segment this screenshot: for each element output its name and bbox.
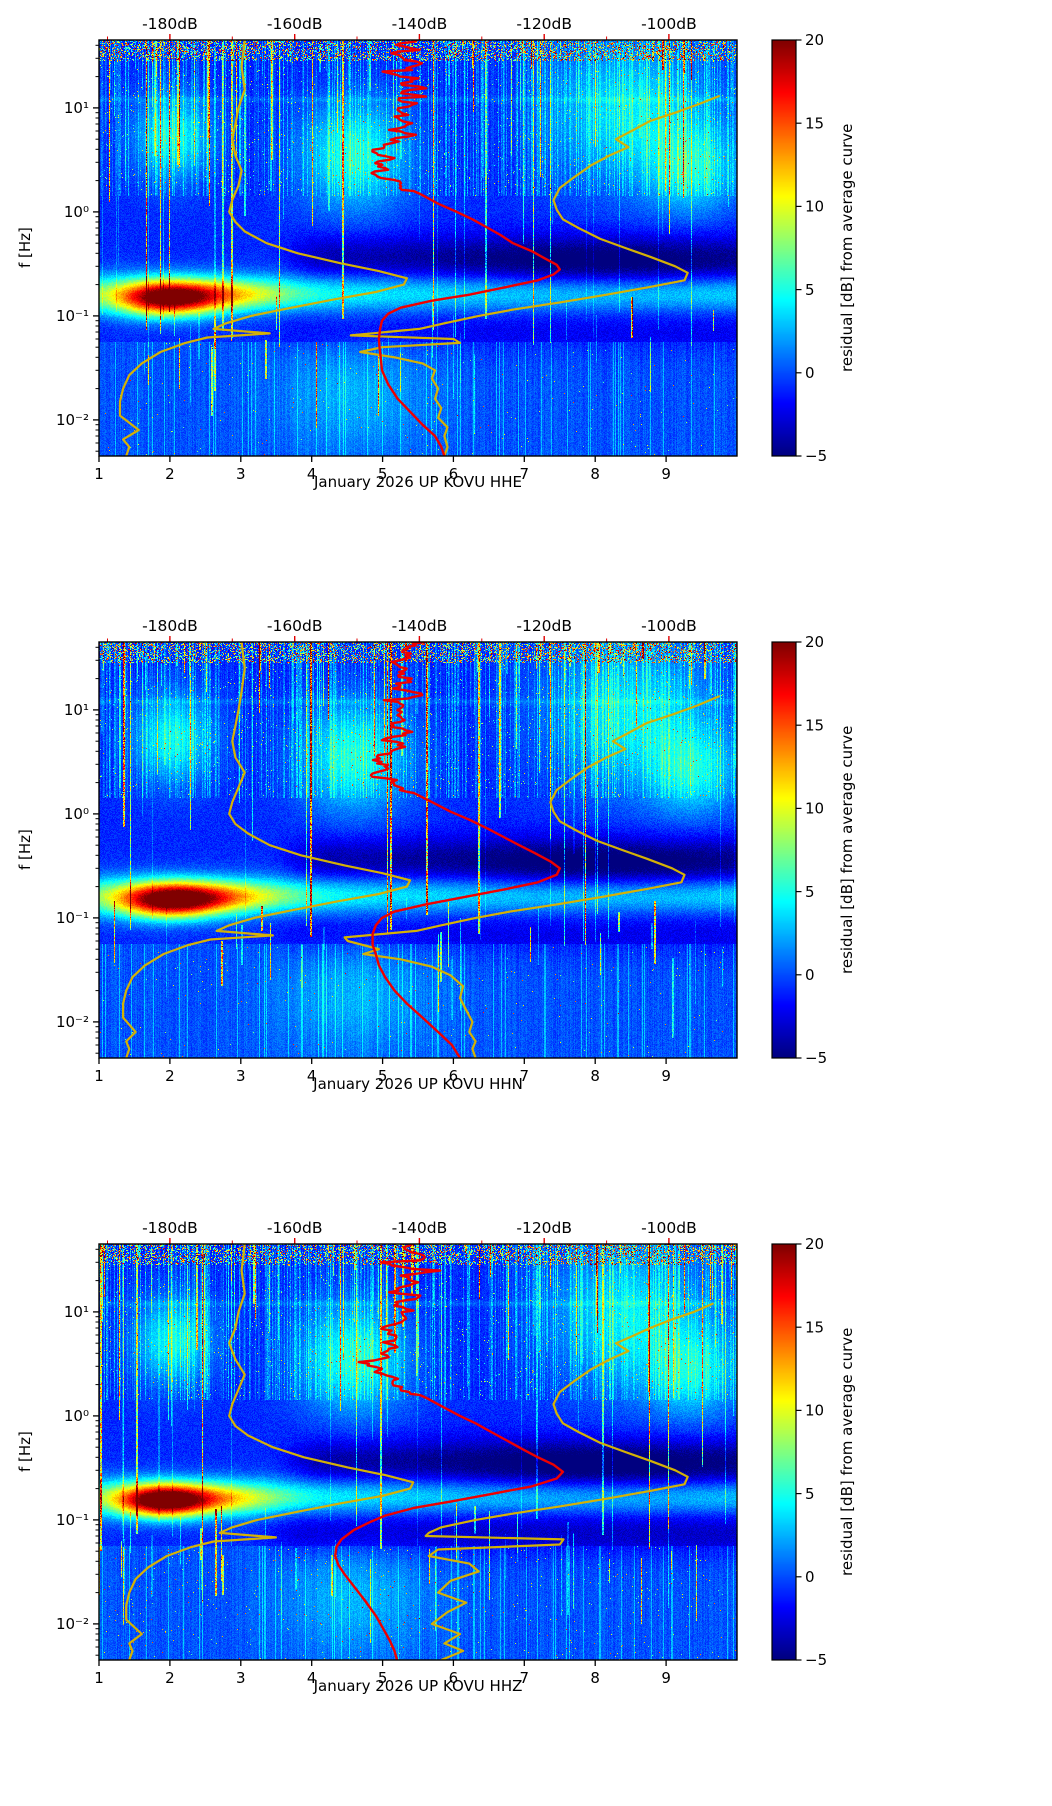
y-axis-label: f [Hz]: [16, 1431, 34, 1473]
svg-text:10: 10: [805, 1402, 824, 1420]
x-axis-label: January 2026 UP KOVU HHN: [313, 1075, 523, 1093]
svg-text:-180dB: -180dB: [142, 15, 198, 33]
spectrogram-figure-hhz: 10¹ 10⁰ 10⁻¹ 10⁻² 1 2 3 4 5 6 7 8 9 -180dB -160dB -140d…: [0, 1204, 1052, 1806]
svg-text:0: 0: [805, 1568, 815, 1586]
svg-text:8: 8: [590, 465, 600, 483]
svg-text:0: 0: [805, 364, 815, 382]
spectrogram-figure-hhe: 10¹ 10⁰ 10⁻¹ 10⁻² 1 2 3 4 5 6 7 8 9 -180dB -160dB -140d…: [0, 0, 1052, 602]
plot-overlay-hhz: 10¹ 10⁰ 10⁻¹ 10⁻² 1 2 3 4 5 6 7 8 9 -180dB -160dB -140d…: [56, 1219, 827, 1687]
svg-text:5: 5: [378, 1067, 388, 1085]
svg-text:15: 15: [805, 716, 824, 734]
svg-text:10⁻¹: 10⁻¹: [56, 307, 89, 325]
svg-text:−5: −5: [805, 1651, 827, 1669]
svg-text:-160dB: -160dB: [267, 15, 323, 33]
svg-text:15: 15: [805, 1318, 824, 1336]
svg-text:7: 7: [520, 1669, 530, 1687]
svg-text:2: 2: [165, 465, 175, 483]
svg-text:5: 5: [378, 465, 388, 483]
svg-text:0: 0: [805, 966, 815, 984]
svg-text:-160dB: -160dB: [267, 617, 323, 635]
svg-text:10⁻¹: 10⁻¹: [56, 1511, 89, 1529]
svg-text:7: 7: [520, 1067, 530, 1085]
svg-text:-100dB: -100dB: [641, 15, 697, 33]
colorbar-hhz: [772, 1244, 796, 1660]
svg-text:-120dB: -120dB: [516, 1219, 572, 1237]
svg-text:7: 7: [520, 465, 530, 483]
svg-text:10⁰: 10⁰: [64, 805, 89, 823]
svg-text:20: 20: [805, 633, 824, 651]
svg-text:-120dB: -120dB: [516, 15, 572, 33]
svg-text:6: 6: [449, 1067, 459, 1085]
svg-text:10⁰: 10⁰: [64, 1407, 89, 1425]
svg-text:3: 3: [236, 1669, 246, 1687]
svg-text:4: 4: [307, 465, 317, 483]
svg-text:-140dB: -140dB: [392, 15, 448, 33]
svg-text:9: 9: [661, 1067, 671, 1085]
svg-text:5: 5: [805, 1485, 815, 1503]
svg-text:9: 9: [661, 1669, 671, 1687]
colorbar-hhn: [772, 642, 796, 1058]
svg-text:1: 1: [94, 465, 104, 483]
svg-text:3: 3: [236, 1067, 246, 1085]
svg-text:2: 2: [165, 1669, 175, 1687]
svg-text:10⁻¹: 10⁻¹: [56, 909, 89, 927]
svg-text:8: 8: [590, 1669, 600, 1687]
svg-text:2: 2: [165, 1067, 175, 1085]
svg-text:4: 4: [307, 1067, 317, 1085]
svg-text:10⁻²: 10⁻²: [56, 1615, 89, 1633]
colorbar-label: residual [dB] from average curve: [838, 725, 856, 975]
svg-text:5: 5: [805, 281, 815, 299]
svg-text:10¹: 10¹: [64, 1303, 89, 1321]
svg-text:6: 6: [449, 465, 459, 483]
x-axis-label: January 2026 UP KOVU HHE: [314, 473, 522, 491]
spectrogram-heatmap-hhn: [99, 642, 737, 1058]
svg-text:3: 3: [236, 465, 246, 483]
svg-text:10⁻²: 10⁻²: [56, 1013, 89, 1031]
svg-text:-140dB: -140dB: [392, 617, 448, 635]
svg-text:10⁰: 10⁰: [64, 203, 89, 221]
spectrogram-figure-hhn: 10¹ 10⁰ 10⁻¹ 10⁻² 1 2 3 4 5 6 7 8 9 -180dB -160dB -140d…: [0, 602, 1052, 1204]
svg-text:5: 5: [378, 1669, 388, 1687]
svg-text:10⁻²: 10⁻²: [56, 411, 89, 429]
svg-text:-180dB: -180dB: [142, 617, 198, 635]
svg-text:-160dB: -160dB: [267, 1219, 323, 1237]
svg-text:1: 1: [94, 1067, 104, 1085]
plot-overlay-hhn: 10¹ 10⁰ 10⁻¹ 10⁻² 1 2 3 4 5 6 7 8 9 -180dB -160dB -140d…: [56, 617, 827, 1085]
svg-text:6: 6: [449, 1669, 459, 1687]
svg-text:8: 8: [590, 1067, 600, 1085]
y-axis-label: f [Hz]: [16, 829, 34, 871]
svg-text:4: 4: [307, 1669, 317, 1687]
svg-text:−5: −5: [805, 447, 827, 465]
y-axis-label: f [Hz]: [16, 227, 34, 269]
colorbar-hhe: [772, 40, 796, 456]
svg-text:-100dB: -100dB: [641, 1219, 697, 1237]
svg-text:-140dB: -140dB: [392, 1219, 448, 1237]
x-axis-label: January 2026 UP KOVU HHZ: [313, 1677, 523, 1695]
svg-text:-100dB: -100dB: [641, 617, 697, 635]
svg-text:20: 20: [805, 31, 824, 49]
svg-text:10¹: 10¹: [64, 99, 89, 117]
svg-text:9: 9: [661, 465, 671, 483]
svg-text:10: 10: [805, 800, 824, 818]
svg-text:-120dB: -120dB: [516, 617, 572, 635]
colorbar-label: residual [dB] from average curve: [838, 123, 856, 373]
plot-overlay-hhe: 10¹ 10⁰ 10⁻¹ 10⁻² 1 2 3 4 5 6 7 8 9 -180dB -160dB -140d…: [56, 15, 827, 483]
svg-text:10: 10: [805, 198, 824, 216]
colorbar-label: residual [dB] from average curve: [838, 1327, 856, 1577]
svg-text:1: 1: [94, 1669, 104, 1687]
svg-text:15: 15: [805, 114, 824, 132]
spectrogram-heatmap-hhe: [99, 40, 737, 456]
svg-text:-180dB: -180dB: [142, 1219, 198, 1237]
spectrogram-heatmap-hhz: [99, 1244, 737, 1660]
svg-text:20: 20: [805, 1235, 824, 1253]
svg-text:5: 5: [805, 883, 815, 901]
svg-text:10¹: 10¹: [64, 701, 89, 719]
svg-text:−5: −5: [805, 1049, 827, 1067]
